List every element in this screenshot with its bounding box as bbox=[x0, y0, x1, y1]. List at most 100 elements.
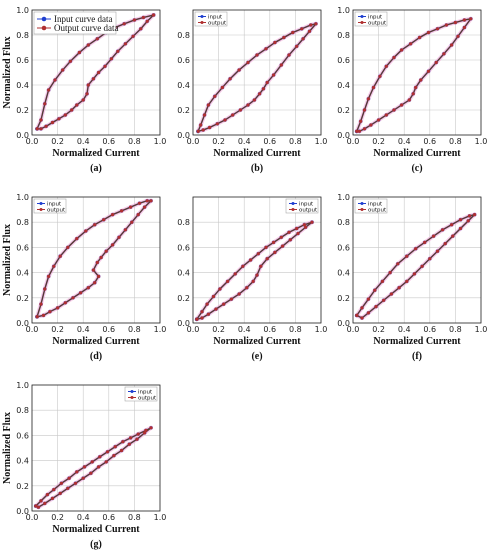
x-tick-label: 0.2 bbox=[51, 325, 64, 334]
x-tick-label: 0.8 bbox=[128, 513, 141, 522]
x-tick-label: 0.2 bbox=[51, 513, 64, 522]
y-tick-label: 1.0 bbox=[337, 193, 350, 202]
data-point-output bbox=[104, 249, 108, 253]
data-point-output bbox=[86, 43, 90, 47]
data-point-output bbox=[136, 432, 140, 436]
data-point-output bbox=[43, 501, 47, 505]
legend-label: input bbox=[368, 202, 383, 208]
data-point-output bbox=[39, 302, 43, 306]
legend-box bbox=[33, 11, 117, 35]
data-point-output bbox=[246, 60, 250, 65]
x-tick-label: 0.2 bbox=[372, 137, 385, 146]
legend-swatch-marker bbox=[130, 390, 134, 393]
y-tick-label: 0.8 bbox=[16, 406, 29, 415]
data-point-output bbox=[400, 103, 404, 107]
panel-label: (d) bbox=[90, 351, 102, 362]
legend-label: input bbox=[299, 202, 314, 208]
data-point-output bbox=[397, 286, 401, 290]
data-point-output bbox=[222, 302, 226, 306]
y-tick-label: 0.6 bbox=[177, 56, 190, 65]
data-point-output bbox=[287, 53, 291, 57]
subplot-d: 0.0 0.2 0.4 0.6 0.8 1.0 0.0 0.2 0.4 0.6 0.8 1.0 inpu… bbox=[2, 193, 166, 362]
x-tick-label: 1.0 bbox=[154, 513, 167, 522]
data-point-output bbox=[137, 201, 142, 205]
data-point-output bbox=[304, 225, 308, 229]
x-tick-label: 0.2 bbox=[212, 325, 225, 334]
data-point-output bbox=[201, 128, 205, 132]
legend-label: output bbox=[138, 396, 157, 402]
x-tick-label: 1.0 bbox=[154, 137, 167, 146]
data-point-output bbox=[149, 199, 153, 203]
data-point-output bbox=[414, 247, 418, 251]
x-tick-label: 0.0 bbox=[187, 325, 200, 334]
data-point-output bbox=[63, 301, 67, 305]
y-tick-label: 0.6 bbox=[177, 243, 190, 252]
data-point-output bbox=[360, 316, 364, 320]
data-point-output bbox=[360, 306, 364, 310]
data-point-output bbox=[218, 287, 222, 291]
y-tick-label: 0.4 bbox=[177, 81, 190, 90]
data-point-output bbox=[296, 231, 300, 236]
data-point-output bbox=[82, 465, 87, 469]
data-point-output bbox=[103, 64, 107, 68]
data-point-output bbox=[120, 209, 124, 213]
data-point-output bbox=[295, 44, 299, 48]
data-point-output bbox=[419, 78, 423, 82]
data-point-output bbox=[120, 448, 124, 453]
subplot-b: 0.0 0.2 0.4 0.6 0.8 1.0 0.0 0.2 0.4 0.6 0.8 inputou… bbox=[177, 9, 328, 174]
data-point-output bbox=[229, 297, 233, 301]
x-tick-label: 1.0 bbox=[315, 137, 328, 146]
plot-frame bbox=[31, 384, 161, 512]
x-tick-label: 0.8 bbox=[449, 325, 462, 334]
data-point-output bbox=[281, 244, 285, 248]
x-axis-label: Normalized Current bbox=[52, 336, 140, 347]
data-point-output bbox=[473, 213, 477, 217]
data-point-output bbox=[291, 30, 295, 35]
data-point-output bbox=[223, 118, 227, 122]
data-point-output bbox=[111, 213, 115, 217]
data-point-output bbox=[389, 292, 393, 296]
data-point-output bbox=[117, 235, 121, 239]
data-point-output bbox=[411, 92, 415, 96]
data-point-output bbox=[435, 27, 440, 31]
legend-label: input bbox=[138, 390, 153, 396]
data-point-output bbox=[307, 29, 312, 33]
data-point-output bbox=[93, 281, 97, 285]
data-point-output bbox=[61, 68, 65, 72]
series-line-output bbox=[196, 221, 313, 320]
y-tick-label: 0.4 bbox=[16, 81, 29, 90]
subplot-a: 0.0 0.2 0.4 0.6 0.8 1.0 0.0 0.2 0.4 0.6 0.8 1.0 Inpu… bbox=[2, 6, 166, 174]
legend-label: output bbox=[208, 21, 227, 27]
data-point-output bbox=[139, 27, 143, 31]
data-point-output bbox=[34, 504, 38, 508]
data-point-output bbox=[374, 305, 378, 309]
y-tick-label: 0.4 bbox=[16, 269, 29, 278]
data-point-output bbox=[116, 49, 120, 53]
legend-swatch-marker bbox=[130, 396, 134, 399]
data-point-output bbox=[357, 129, 361, 133]
data-point-output bbox=[220, 85, 224, 90]
data-point-output bbox=[282, 35, 286, 40]
data-point-output bbox=[145, 19, 149, 23]
plot-area bbox=[32, 197, 160, 323]
data-point-output bbox=[95, 260, 99, 265]
data-point-output bbox=[462, 18, 466, 22]
data-point-output bbox=[135, 437, 139, 441]
data-point-output bbox=[144, 428, 148, 432]
legend-swatch-marker bbox=[360, 202, 364, 205]
y-tick-label: 1.0 bbox=[16, 6, 29, 15]
data-point-output bbox=[122, 22, 126, 26]
x-tick-label: 0.6 bbox=[423, 137, 436, 146]
data-point-output bbox=[251, 279, 255, 283]
data-point-output bbox=[366, 311, 370, 315]
data-point-output bbox=[97, 465, 101, 469]
legend-label: output bbox=[368, 21, 387, 27]
data-point-output bbox=[52, 488, 56, 492]
data-point-output bbox=[423, 240, 427, 244]
data-point-output bbox=[310, 220, 314, 224]
y-tick-label: 1.0 bbox=[16, 193, 29, 202]
data-point-output bbox=[237, 292, 241, 296]
data-point-output bbox=[68, 59, 72, 63]
